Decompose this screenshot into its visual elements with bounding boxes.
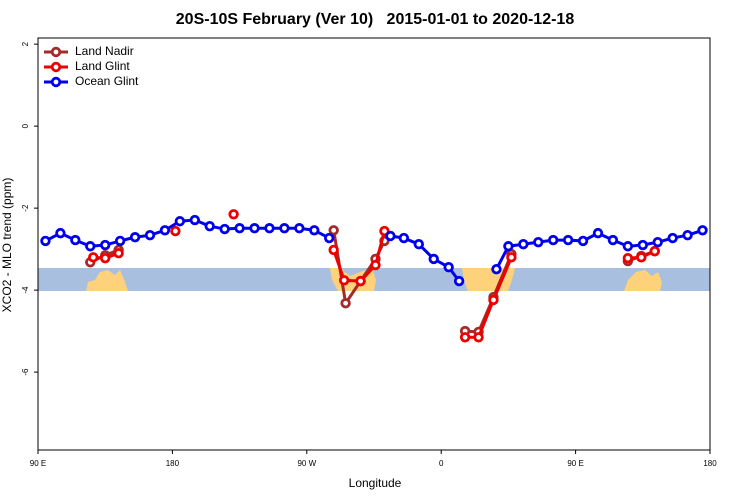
point [562,234,574,246]
point [234,223,245,234]
point [491,264,502,275]
point [506,252,517,263]
point [99,252,111,264]
x-tick-label: 180 [166,459,180,468]
legend-label: Land Nadir [75,44,134,58]
y-tick-label: -4 [21,286,30,294]
point [443,261,454,273]
point [144,229,156,241]
point [204,220,215,232]
legend-marker [50,46,62,58]
point [88,252,99,263]
point [622,241,634,252]
point [622,252,634,264]
point [338,275,350,286]
point [328,225,339,236]
point [55,227,66,239]
x-tick-label: 0 [439,459,444,468]
point [129,232,141,243]
x-tick-label: 180 [703,459,717,468]
point [159,225,171,236]
x-axis-label: Longitude [349,476,402,490]
point [99,239,111,251]
y-tick-label: 0 [21,123,30,128]
point [652,236,663,248]
point [682,229,693,241]
point [264,223,275,234]
point [174,216,186,227]
point [518,239,529,250]
point [114,235,126,247]
point [649,245,660,257]
x-tick-label: 90 E [30,459,46,468]
point [228,209,239,220]
point [398,232,410,244]
x-tick-label: 90 E [567,459,583,468]
land-patch [86,270,128,291]
point [189,214,200,226]
y-axis-label: XCO2 - MLO trend (ppm) [0,178,14,313]
point [473,332,484,343]
point [459,332,471,343]
y-tick-label: -6 [21,368,30,376]
point [577,235,589,247]
point [453,275,465,287]
point [503,241,514,252]
point [637,239,648,251]
point [488,294,499,306]
y-tick-label: 2 [21,41,30,46]
point [340,298,351,309]
y-tick-label: -2 [21,204,30,212]
point [413,239,424,250]
point [607,234,619,246]
point [697,225,708,236]
land-ocean-strip [38,268,710,291]
point [667,232,678,244]
legend-label: Ocean Glint [75,74,139,88]
point [219,223,230,235]
point [370,259,381,271]
point [85,241,96,252]
legend-label: Land Glint [75,59,130,73]
point [533,236,544,248]
point [355,275,366,287]
point [294,223,305,234]
point [309,225,320,236]
point [328,244,339,256]
point [636,252,647,263]
legend-marker [50,76,62,88]
point [324,232,335,244]
point [385,230,396,242]
point [249,223,260,234]
plot-frame [37,37,711,451]
point [113,248,124,259]
land-patch [624,270,662,291]
legend-marker [50,61,62,73]
point [548,234,559,246]
point [592,227,604,239]
x-tick-label: 90 W [297,459,316,468]
point [279,223,290,234]
point [70,234,81,246]
point [170,225,181,237]
chart-title: 20S-10S February (Ver 10) 2015-01-01 to … [176,11,575,28]
point [40,235,51,247]
point [428,253,439,265]
